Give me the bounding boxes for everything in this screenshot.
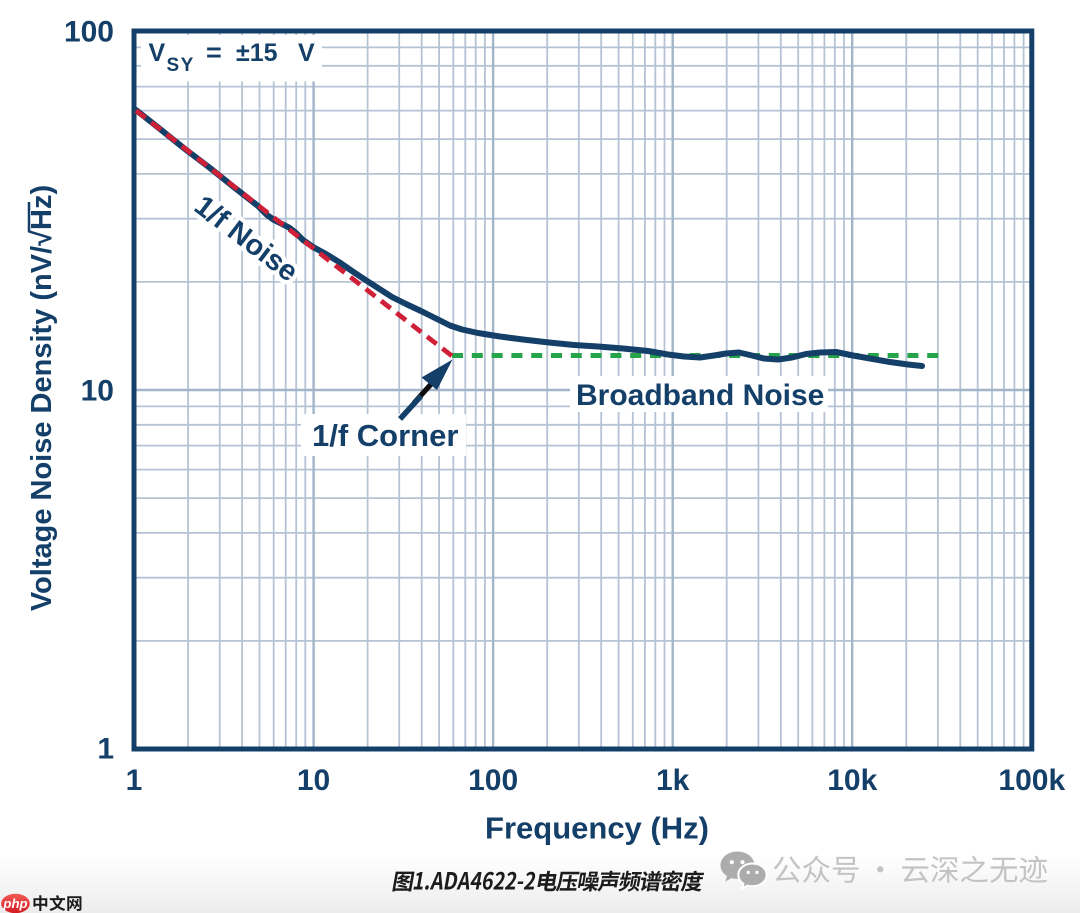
svg-text:V: V <box>298 39 315 67</box>
svg-text:SY: SY <box>167 55 195 76</box>
svg-text:100: 100 <box>468 764 518 797</box>
svg-text:V: V <box>149 39 166 67</box>
svg-text:1k: 1k <box>656 764 690 797</box>
svg-text:10: 10 <box>81 375 114 408</box>
svg-text:100: 100 <box>64 16 114 49</box>
svg-text:Voltage Noise Density (nV/√Hz): Voltage Noise Density (nV/√Hz) <box>26 185 58 611</box>
svg-text:10k: 10k <box>827 764 877 797</box>
svg-text:100k: 100k <box>998 764 1065 797</box>
svg-text:1: 1 <box>97 733 114 766</box>
svg-text:1/f Corner: 1/f Corner <box>312 418 458 453</box>
svg-text:Broadband Noise: Broadband Noise <box>576 379 824 412</box>
svg-text:±15: ±15 <box>236 39 278 67</box>
svg-text:Frequency (Hz): Frequency (Hz) <box>485 811 709 846</box>
svg-text:1: 1 <box>126 764 143 797</box>
svg-text:10: 10 <box>297 764 330 797</box>
svg-text:php: php <box>2 896 27 911</box>
svg-text:=: = <box>206 38 222 68</box>
